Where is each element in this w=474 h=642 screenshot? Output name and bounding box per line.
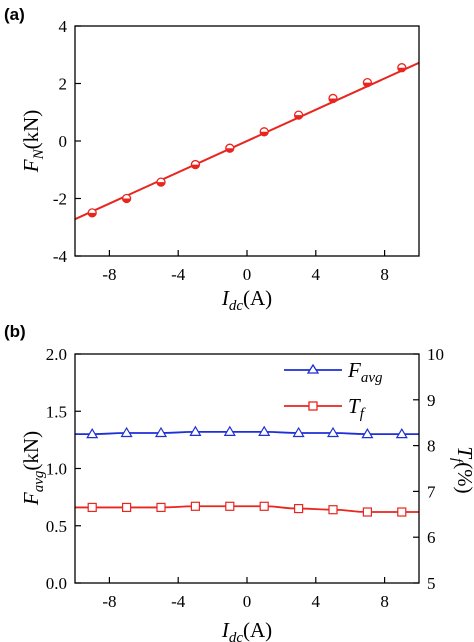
panel-a-data-point-fill	[363, 82, 372, 87]
panel-a-x-tick-label: -8	[102, 265, 116, 284]
panel-a-x-tick-label: 0	[243, 265, 252, 284]
panel-b-y2-tick-label: 5	[427, 574, 436, 593]
panel-b-frame	[74, 353, 420, 584]
legend-tf-marker	[308, 401, 318, 411]
panel-b-y2-tick-label: 9	[427, 391, 436, 410]
panel-b-y2-tick-label: 7	[427, 482, 436, 501]
legend-favg-marker	[306, 363, 320, 374]
panel-a-y-tick-label: 4	[59, 17, 68, 36]
panel-b-tf-point	[294, 503, 304, 514]
panel-a-y-tick-label: 2	[59, 75, 68, 94]
panel-b-tf-point	[87, 502, 97, 513]
panel-a-data-point-fill	[329, 98, 337, 103]
panel-b-x-axis-title: Idc(A)	[221, 618, 272, 642]
panel-a-y-tick-label: 0	[59, 132, 68, 151]
legend-favg-label: Favg	[347, 358, 383, 386]
panel-b-label: (b)	[4, 322, 26, 341]
panel-a-frame	[74, 25, 420, 257]
panel-b-y2-tick-label: 6	[427, 528, 436, 547]
panel-a: (a) -8 -4 0 4 8 -4 -2 0 2 4 FN(kN) Idc(A)	[4, 5, 420, 314]
panel-b-y-tick-label: 2.0	[46, 345, 67, 364]
panel-b-favg-point	[361, 427, 374, 439]
panel-a-data-point-fill	[157, 182, 165, 187]
panel-b-y-tick-label: 0.0	[46, 574, 67, 593]
panel-b-tf-point	[156, 502, 166, 513]
panel-b-tf-point	[225, 501, 235, 511]
panel-b-tf-point	[190, 501, 200, 511]
panel-b-x-tick-label: 4	[312, 592, 321, 611]
panel-b-y2-axis-title: Tf(%)	[449, 446, 474, 493]
panel-b-favg-point	[189, 425, 202, 436]
panel-b-favg-point	[86, 427, 99, 439]
panel-a-data-point-fill	[225, 148, 234, 153]
panel-b-y-tick-label: 1.0	[46, 460, 67, 479]
panel-b-favg-point	[395, 427, 408, 439]
panel-a-data-point-fill	[294, 115, 303, 120]
panel-b-y-tick-label: 1.5	[46, 402, 67, 421]
panel-a-x-tick-label: 8	[380, 265, 389, 284]
panel-b-tf-point	[328, 505, 338, 515]
panel-a-y-axis-title: FN(kN)	[19, 110, 47, 174]
panel-b-tf-point	[121, 502, 132, 513]
legend: Favg Tf	[284, 358, 383, 422]
panel-b: (b) -8 -4 0 4 8 0.0 0.5 1.0 1.5 2.0 5 6 7 8 9 10 Favg(k…	[4, 322, 474, 642]
panel-b-favg-point	[258, 425, 271, 436]
panel-a-label: (a)	[4, 5, 25, 24]
panel-b-favg-point	[292, 426, 305, 438]
legend-tf-label: Tf	[348, 394, 366, 422]
panel-b-tf-point	[362, 507, 372, 517]
panel-b-y-axis-title: Favg(kN)	[19, 431, 47, 506]
panel-a-fit-line	[74, 61, 420, 221]
panel-a-data-point-fill	[122, 198, 131, 203]
panel-b-favg-point	[223, 425, 236, 436]
panel-a-data-point-fill	[191, 164, 200, 169]
panel-a-x-axis-title: Idc(A)	[221, 286, 272, 314]
panel-b-tf-point	[259, 501, 269, 511]
panel-b-y2-tick-label: 10	[427, 345, 444, 364]
panel-b-favg-point	[154, 426, 168, 438]
panel-b-x-tick-label: 8	[380, 592, 389, 611]
panel-b-series-line	[75, 430, 419, 436]
panel-a-x-tick-label: 4	[312, 265, 321, 284]
panel-a-data-point-fill	[397, 67, 406, 72]
panel-a-y-tick-label: -2	[53, 190, 67, 209]
panel-b-x-tick-label: 0	[243, 592, 252, 611]
panel-a-x-tick-label: -4	[171, 265, 186, 284]
panel-a-data-point-fill	[88, 212, 97, 217]
panel-b-y2-tick-label: 8	[427, 437, 436, 456]
panel-b-y-tick-label: 0.5	[46, 517, 67, 536]
panel-b-favg-point	[120, 426, 133, 438]
panel-b-x-tick-label: -4	[171, 592, 186, 611]
legend-item-favg: Favg	[284, 358, 383, 386]
panel-a-data-point-fill	[260, 131, 269, 136]
panel-b-x-tick-label: -8	[102, 592, 116, 611]
legend-item-tf: Tf	[284, 394, 366, 422]
panel-a-y-tick-label: -4	[53, 247, 68, 266]
panel-b-tf-point	[397, 507, 407, 517]
panel-b-favg-point	[326, 426, 340, 438]
